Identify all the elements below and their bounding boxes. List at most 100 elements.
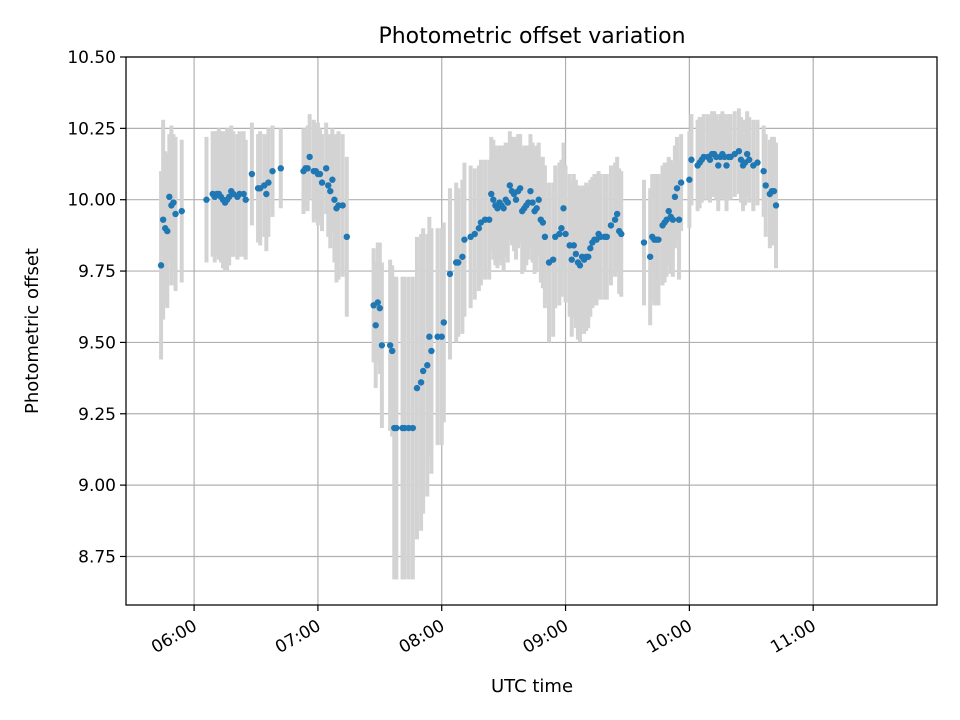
data-point — [164, 227, 171, 235]
data-point — [240, 190, 247, 198]
data-point — [178, 207, 185, 215]
data-point — [277, 165, 284, 172]
data-point — [242, 196, 249, 203]
data-point — [723, 162, 730, 169]
data-point — [655, 236, 662, 243]
y-axis-label: Photometric offset — [22, 248, 43, 414]
y-tick-label: 9.00 — [78, 476, 116, 496]
data-point — [490, 196, 497, 203]
data-point — [506, 182, 514, 189]
data-point — [265, 179, 272, 186]
data-point — [539, 219, 547, 226]
data-point — [339, 202, 346, 209]
data-point — [426, 333, 433, 340]
data-point — [327, 187, 334, 195]
data-point — [533, 205, 540, 212]
data-point — [770, 187, 778, 195]
data-point — [329, 176, 336, 183]
data-point — [512, 196, 520, 203]
data-point — [322, 165, 330, 172]
data-point — [570, 242, 578, 249]
data-point — [558, 225, 565, 232]
y-tick-label: 10.25 — [67, 119, 116, 139]
data-point — [459, 253, 466, 260]
data-point — [772, 202, 780, 209]
data-point — [560, 205, 567, 212]
data-point — [611, 216, 619, 223]
data-point — [549, 256, 557, 263]
data-point — [746, 156, 753, 163]
data-point — [170, 199, 177, 206]
data-point — [665, 207, 672, 215]
data-points — [157, 147, 780, 432]
data-point — [157, 262, 165, 269]
data-point — [675, 216, 683, 223]
data-point — [409, 424, 417, 432]
data-point — [203, 196, 210, 203]
data-point — [263, 190, 270, 198]
data-point — [417, 379, 425, 386]
data-point — [325, 182, 332, 189]
data-point — [686, 176, 693, 183]
data-point — [386, 342, 394, 349]
data-point — [735, 147, 743, 155]
data-point — [677, 179, 685, 186]
data-point — [743, 150, 751, 158]
data-point — [754, 159, 761, 166]
data-point — [556, 230, 563, 238]
data-point — [461, 236, 468, 243]
data-point — [673, 185, 681, 192]
x-axis-label: UTC time — [491, 676, 573, 697]
y-tick-label: 8.75 — [78, 547, 116, 567]
data-point — [318, 179, 326, 186]
data-point — [613, 210, 621, 218]
data-point — [541, 233, 549, 241]
data-point — [715, 162, 722, 169]
data-point — [572, 250, 580, 258]
data-point — [428, 347, 435, 355]
data-point — [760, 167, 767, 175]
data-point — [618, 230, 625, 238]
data-point — [455, 259, 462, 266]
data-point — [438, 333, 445, 340]
data-point — [306, 153, 313, 161]
data-point — [475, 225, 483, 232]
data-point — [671, 193, 679, 201]
data-point — [500, 205, 507, 212]
data-point — [576, 262, 584, 269]
data-point — [166, 193, 173, 201]
data-point — [669, 216, 677, 223]
data-point — [304, 165, 311, 172]
data-point — [688, 156, 695, 163]
data-point — [646, 253, 654, 260]
data-point — [585, 253, 592, 260]
data-point — [331, 196, 338, 203]
y-tick-label: 9.75 — [78, 262, 116, 282]
data-point — [374, 299, 381, 306]
data-point — [413, 384, 421, 392]
data-point — [376, 304, 384, 312]
data-point — [269, 167, 276, 175]
data-point — [316, 170, 324, 178]
data-point — [424, 362, 431, 369]
y-tick-label: 10.00 — [67, 191, 116, 211]
data-point — [535, 196, 542, 203]
data-point — [393, 424, 400, 432]
data-point — [762, 182, 769, 189]
data-point — [172, 210, 179, 218]
data-point — [607, 222, 615, 229]
data-point — [587, 245, 594, 252]
y-tick-label: 9.25 — [78, 405, 116, 425]
y-tick-label: 10.50 — [67, 48, 116, 68]
data-point — [471, 230, 478, 238]
data-point — [378, 342, 386, 349]
y-axis-ticks: 8.75 9.00 9.25 9.50 9.75 10.00 10.25 10.50 — [67, 48, 126, 567]
data-point — [527, 187, 534, 195]
data-point — [504, 199, 511, 206]
data-point — [248, 170, 256, 178]
data-point — [343, 233, 351, 241]
data-point — [640, 239, 648, 246]
data-point — [568, 256, 575, 263]
data-point — [159, 216, 167, 223]
data-point — [488, 190, 495, 198]
